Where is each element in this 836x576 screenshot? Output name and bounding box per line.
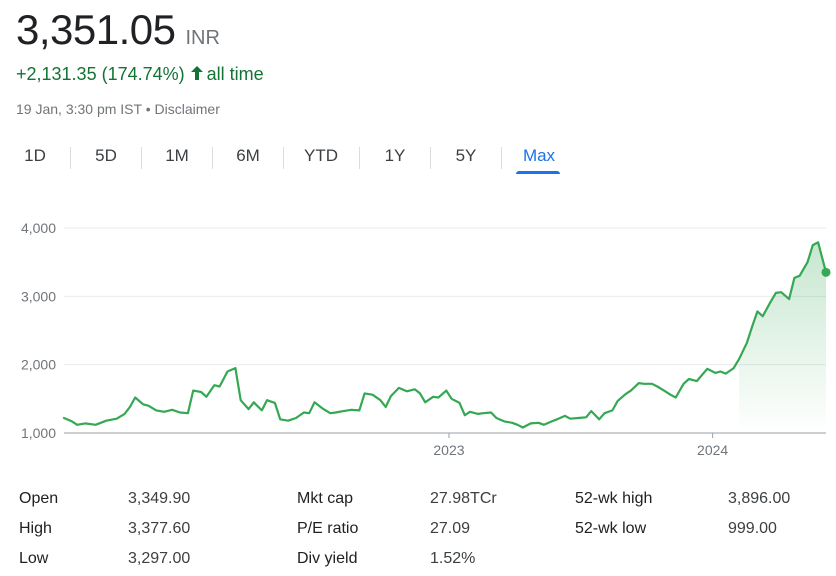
stat-value-low: 3,297.00 [128,550,191,567]
timestamp: 19 Jan, 3:30 pm IST [16,101,142,117]
stat-value-52wk-low: 999.00 [728,520,777,537]
stat-value-pe-ratio: 27.09 [430,520,471,537]
stat-label-open: Open [19,490,59,507]
price-area-fill [738,242,826,433]
x-tick-label: 2023 [433,442,464,458]
tab-5y[interactable]: 5Y [455,146,477,165]
y-tick-label: 3,000 [21,288,56,304]
currency-code: INR [185,27,220,49]
stat-value-mkt-cap: 27.98TCr [430,490,497,507]
price-change: +2,131.35 (174.74%) all time [16,64,264,85]
tab-divider [501,147,502,169]
disclaimer-link[interactable]: Disclaimer [154,101,220,117]
tab-divider [212,147,213,169]
stat-label-52wk-high: 52-wk high [575,490,653,507]
y-tick-label: 4,000 [21,220,56,236]
quote-meta: 19 Jan, 3:30 pm IST • Disclaimer [16,101,220,117]
tab-1y[interactable]: 1Y [384,146,406,165]
price-chart[interactable]: 1,000 2,000 3,000 4,000 2023 2024 [0,205,836,465]
change-value: +2,131.35 (174.74%) [16,64,185,84]
stat-label-pe-ratio: P/E ratio [297,520,359,537]
tab-1d[interactable]: 1D [24,146,46,165]
current-price-dot [821,267,831,277]
tab-divider [141,147,142,169]
stat-label-div-yield: Div yield [297,550,358,567]
price-line [62,241,828,429]
stat-value-high: 3,377.60 [128,520,191,537]
tab-divider [70,147,71,169]
tab-1m[interactable]: 1M [165,146,189,165]
tab-divider [359,147,360,169]
stat-value-52wk-high: 3,896.00 [728,490,791,507]
arrow-up-icon [190,64,203,85]
stat-label-high: High [19,520,52,537]
tab-6m[interactable]: 6M [236,146,260,165]
y-tick-label: 1,000 [21,425,56,441]
tab-divider [283,147,284,169]
stat-label-52wk-low: 52-wk low [575,520,647,537]
price-header: 3,351.05 INR [16,6,220,54]
range-tabs: 1D 5D 1M 6M YTD 1Y 5Y Max [0,141,836,175]
tab-max[interactable]: Max [522,146,556,165]
tab-5d[interactable]: 5D [95,146,117,165]
stat-label-mkt-cap: Mkt cap [297,490,354,507]
x-tick-label: 2024 [697,442,728,458]
stat-value-open: 3,349.90 [128,490,191,507]
y-tick-label: 2,000 [21,357,56,373]
current-price: 3,351.05 [16,6,176,53]
meta-separator: • [145,101,151,117]
stat-value-div-yield: 1.52% [430,550,476,567]
active-tab-indicator [516,171,560,174]
stat-label-low: Low [19,550,49,567]
tab-divider [430,147,431,169]
tab-ytd[interactable]: YTD [304,146,338,165]
change-period: all time [206,64,264,84]
